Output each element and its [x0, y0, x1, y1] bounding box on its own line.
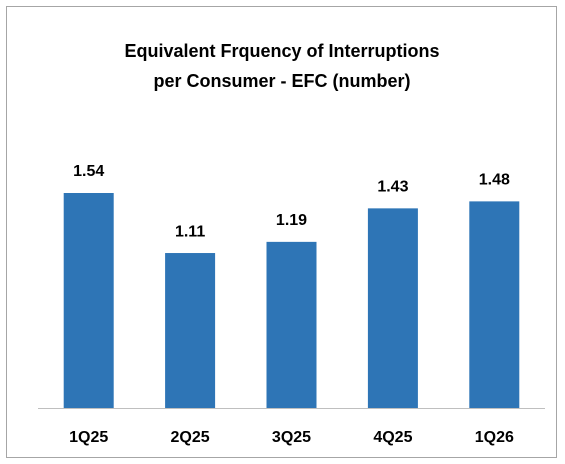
data-label: 1.19 — [276, 212, 307, 229]
bar — [165, 253, 216, 408]
x-tick-label: 1Q25 — [69, 429, 108, 446]
data-label: 1.48 — [479, 172, 510, 189]
data-label: 1.54 — [73, 163, 104, 180]
bar — [63, 193, 114, 408]
x-tick-label: 4Q25 — [373, 429, 412, 446]
data-label: 1.11 — [175, 223, 205, 240]
x-tick-label: 3Q25 — [272, 429, 311, 446]
x-tick-label: 2Q25 — [171, 429, 210, 446]
bar — [469, 201, 520, 408]
chart-title: Equivalent Frquency of Interruptions — [124, 41, 439, 61]
data-label: 1.43 — [377, 179, 408, 196]
chart-title: per Consumer - EFC (number) — [153, 71, 410, 91]
bar — [266, 241, 317, 408]
bar — [367, 208, 418, 408]
x-tick-label: 1Q26 — [475, 429, 514, 446]
